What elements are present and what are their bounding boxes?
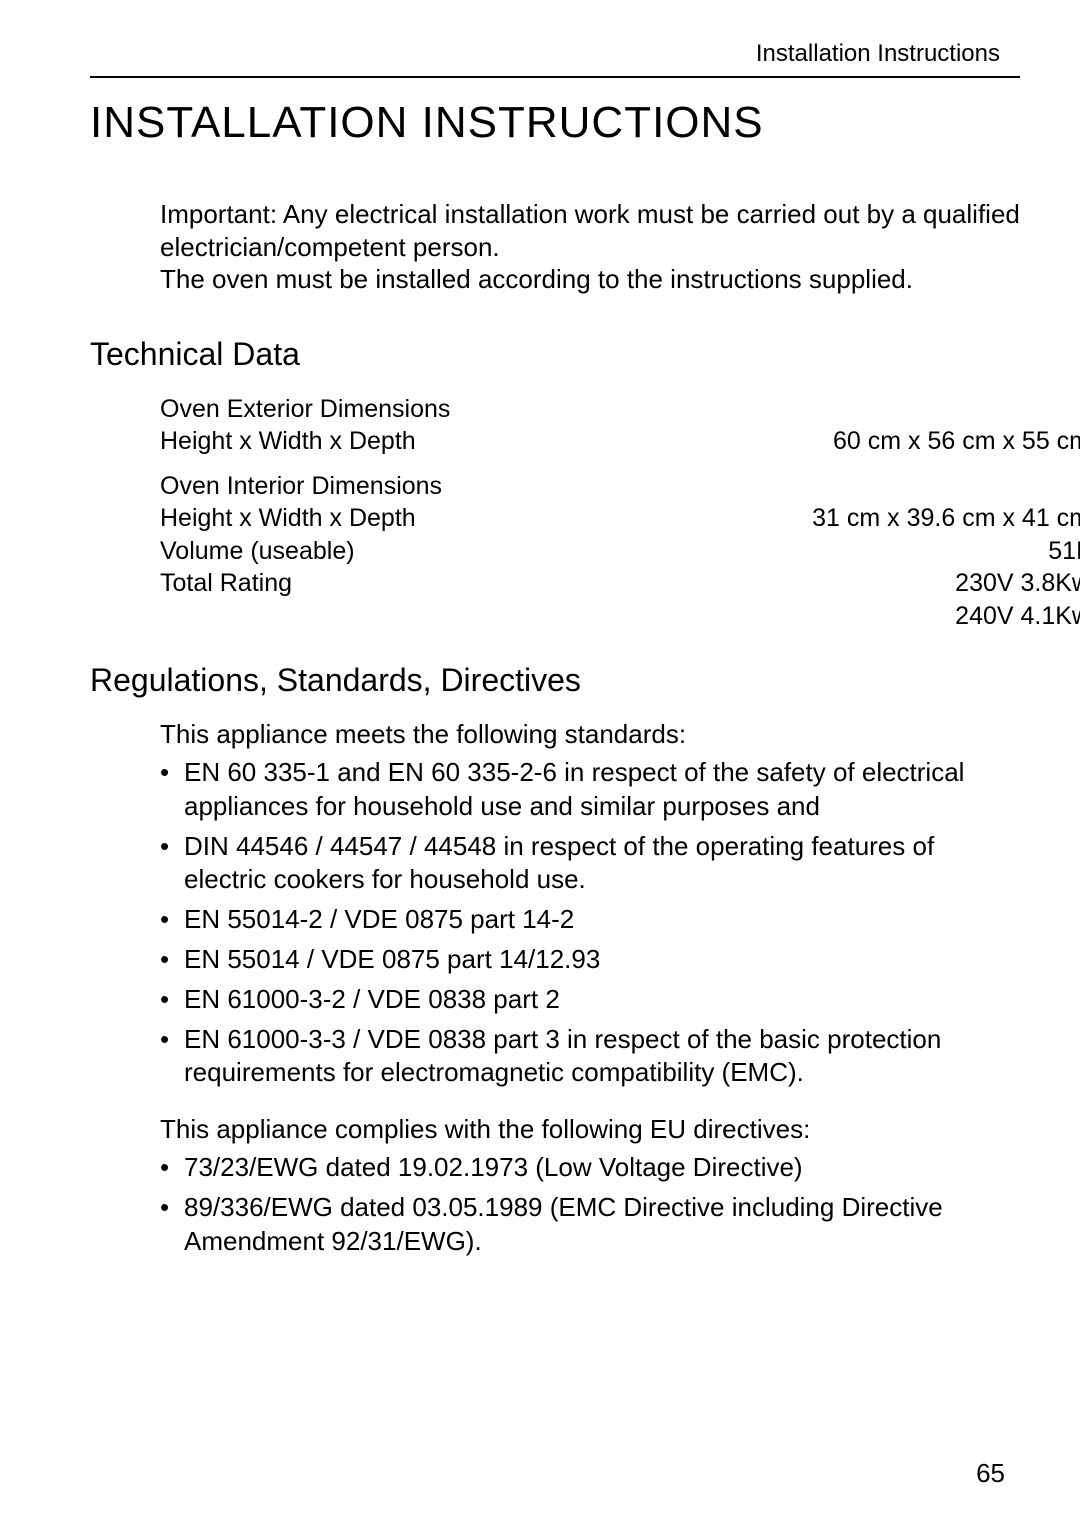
tech-row: Oven Interior Dimensions <box>160 470 1080 503</box>
running-head: Installation Instructions <box>90 40 1020 68</box>
standards-item: DIN 44546 / 44547 / 44548 in respect of … <box>160 830 1020 898</box>
tech-row: Oven Exterior Dimensions <box>160 393 1080 426</box>
tech-label: Total Rating <box>160 567 955 600</box>
horizontal-rule <box>90 76 1020 78</box>
standards-item: EN 61000-3-3 / VDE 0838 part 3 in respec… <box>160 1023 1020 1091</box>
tech-value: 230V 3.8Kw <box>955 567 1080 600</box>
regulations-heading: Regulations, Standards, Directives <box>90 662 1020 699</box>
directives-list: 73/23/EWG dated 19.02.1973 (Low Voltage … <box>160 1151 1020 1258</box>
tech-row: Total Rating 230V 3.8Kw <box>160 567 1080 600</box>
tech-label: Oven Exterior Dimensions <box>160 393 1080 426</box>
tech-row: 240V 4.1Kw <box>160 600 1080 633</box>
tech-value: 240V 4.1Kw <box>955 600 1080 633</box>
standards-item: EN 60 335-1 and EN 60 335-2-6 in respect… <box>160 756 1020 824</box>
tech-label: Height x Width x Depth <box>160 502 812 535</box>
tech-label: Height x Width x Depth <box>160 425 833 458</box>
intro-line-2: The oven must be installed according to … <box>160 263 1020 296</box>
page: Installation Instructions INSTALLATION I… <box>0 0 1080 1529</box>
page-title: INSTALLATION INSTRUCTIONS <box>90 98 1020 148</box>
tech-row: Volume (useable) 51L <box>160 535 1080 568</box>
standards-item: EN 55014 / VDE 0875 part 14/12.93 <box>160 943 1020 977</box>
tech-label: Oven Interior Dimensions <box>160 470 1080 503</box>
tech-label <box>160 600 955 633</box>
directives-item: 73/23/EWG dated 19.02.1973 (Low Voltage … <box>160 1151 1020 1185</box>
regulations-block: This appliance meets the following stand… <box>160 719 1020 1259</box>
standards-item: EN 55014-2 / VDE 0875 part 14-2 <box>160 903 1020 937</box>
tech-value: 60 cm x 56 cm x 55 cm <box>833 425 1080 458</box>
tech-value: 31 cm x 39.6 cm x 41 cm <box>812 502 1080 535</box>
standards-intro: This appliance meets the following stand… <box>160 719 1020 750</box>
tech-row: Height x Width x Depth 60 cm x 56 cm x 5… <box>160 425 1080 458</box>
standards-list: EN 60 335-1 and EN 60 335-2-6 in respect… <box>160 756 1020 1090</box>
tech-row: Height x Width x Depth 31 cm x 39.6 cm x… <box>160 502 1080 535</box>
tech-value: 51L <box>1048 535 1080 568</box>
tech-gap <box>160 458 1080 470</box>
page-number: 65 <box>976 1458 1005 1489</box>
intro-line-1: Important: Any electrical installation w… <box>160 198 1020 263</box>
standards-item: EN 61000-3-2 / VDE 0838 part 2 <box>160 983 1020 1017</box>
tech-label: Volume (useable) <box>160 535 1048 568</box>
directives-intro: This appliance complies with the followi… <box>160 1114 1020 1145</box>
technical-data-table: Oven Exterior Dimensions Height x Width … <box>160 393 1080 633</box>
directives-item: 89/336/EWG dated 03.05.1989 (EMC Directi… <box>160 1191 1020 1259</box>
technical-data-heading: Technical Data <box>90 336 1020 373</box>
intro-block: Important: Any electrical installation w… <box>160 198 1020 296</box>
